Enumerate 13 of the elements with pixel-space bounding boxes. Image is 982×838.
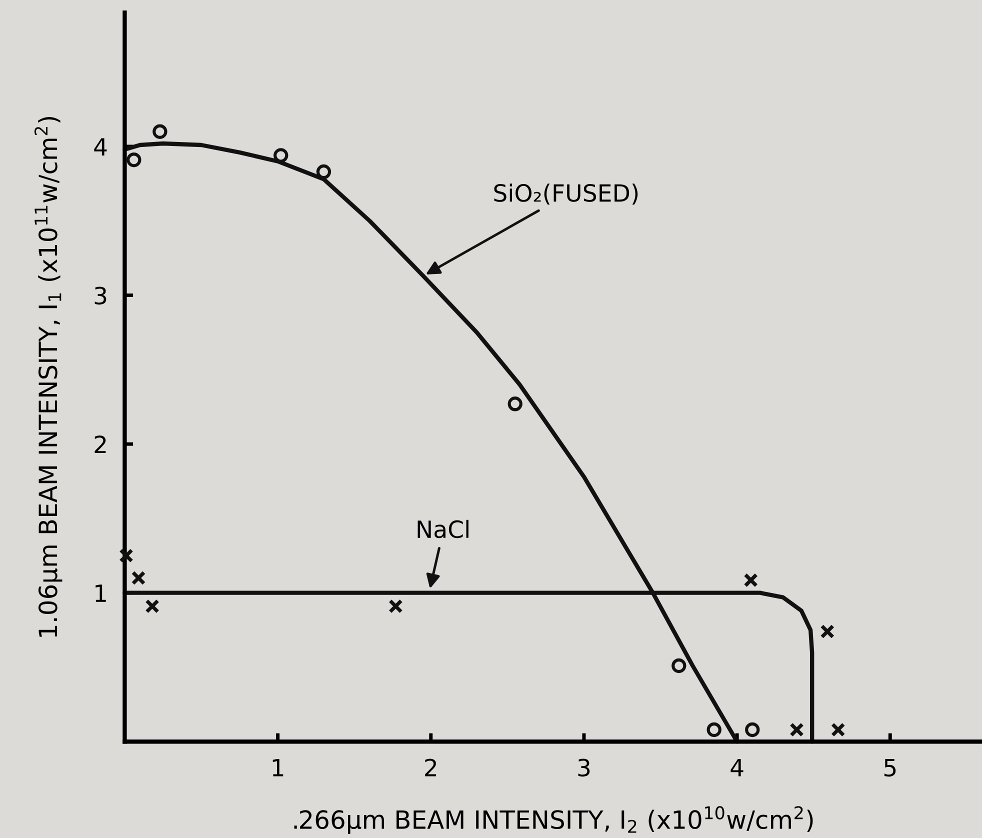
annotation: SiO₂(FUSED) [494, 184, 638, 205]
y-tick-label: 2 [94, 436, 106, 454]
y-axis-title: 1.06μm BEAM INTENSITY, I$_{1}$ (x10$^{11}$w/cm$^{2}$) [34, 116, 62, 637]
x-tick-label: 2 [425, 758, 436, 776]
x-tick-label: 4 [730, 759, 744, 776]
x-tick-label: 1 [272, 759, 284, 776]
x-tick-label: 5 [884, 759, 896, 777]
y-tick-label: 3 [94, 286, 106, 305]
x-tick-label: 3 [578, 758, 590, 777]
y-tick-label: 1 [96, 584, 106, 602]
x-axis-title: .266μm BEAM INTENSITY, I$_{2}$ (x10$^{10}$w/cm$^{2}$) [294, 806, 813, 834]
y-tick-label: 4 [94, 138, 107, 156]
annotation: NaCl [418, 520, 468, 538]
